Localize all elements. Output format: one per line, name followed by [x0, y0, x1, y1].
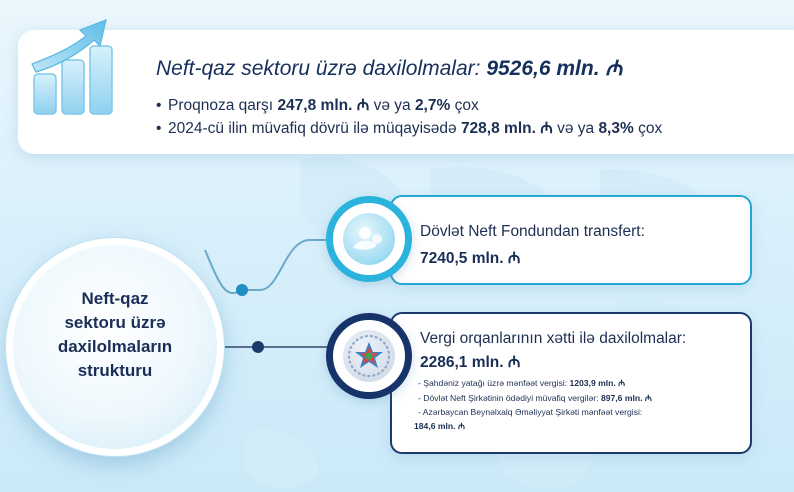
summary-comparison-line: • 2024-cü ilin müvafiq dövrü ilə müqayisə… — [156, 116, 662, 138]
oil-fund-icon — [353, 227, 382, 250]
forecast-percent: 2,7% — [414, 97, 451, 114]
comparison-suffix: çox — [633, 120, 663, 137]
oil-fund-transfer-value: 7240,5 mln. ₼ — [420, 250, 521, 267]
list-item: - Dövlət Neft Şirkətinin ödədiyi müvafiq… — [418, 392, 652, 404]
structure-title-line3: daxilolmaların — [57, 337, 173, 356]
growth-chart-icon — [31, 19, 113, 115]
tax-revenue-value: 2286,1 mln. ₼ — [420, 354, 521, 371]
summary-title-value: 9526,6 mln. ₼ — [486, 57, 623, 80]
list-item: - Şahdəniz yatağı üzrə mənfəət vergisi: … — [418, 377, 625, 389]
list-item: 184,6 mln. ₼ — [414, 420, 465, 432]
oil-fund-transfer-label: Dövlət Neft Fondundan transfert: — [420, 223, 645, 240]
list-item-label: - Dövlət Neft Şirkətinin ödədiyi müvafiq… — [418, 393, 601, 403]
summary-title: Neft-qaz sektoru üzrə daxilolmalar: 9526… — [156, 54, 786, 82]
structure-title-line1: Neft-qaz — [81, 289, 149, 308]
comparison-amount: 728,8 mln. ₼ — [460, 120, 553, 137]
bullet-icon: • — [156, 120, 162, 137]
summary-forecast-line: • Proqnoza qarşı 247,8 mln. ₼ və ya 2,7% … — [156, 93, 479, 115]
summary-title-label: Neft-qaz sektoru üzrə daxilolmalar: — [156, 57, 487, 80]
list-item-value: 897,6 mln. ₼ — [600, 393, 652, 403]
comparison-percent: 8,3% — [598, 120, 634, 137]
summary-card — [18, 30, 794, 154]
forecast-connector: və ya — [369, 97, 415, 114]
structure-title-line2: sektoru üzrə — [64, 313, 166, 332]
comparison-connector: və ya — [552, 120, 599, 137]
list-item-value: 184,6 mln. ₼ — [414, 421, 465, 431]
list-item-value: 1203,9 mln. ₼ — [569, 378, 626, 388]
tax-badge — [326, 313, 412, 399]
structure-title-line4: strukturu — [77, 361, 153, 380]
list-item-label: - Şahdəniz yatağı üzrə mənfəət vergisi: — [418, 378, 570, 388]
list-item: - Azərbaycan Beynəlxalq Əməliyyat Şirkət… — [418, 407, 642, 417]
tax-emblem-icon — [348, 335, 390, 377]
structure-circle — [6, 238, 224, 456]
tax-revenue-card: Vergi orqanlarının xətti ilə daxilolmala… — [390, 312, 752, 454]
oil-fund-transfer-card: Dövlət Neft Fondundan transfert: 7240,5 … — [390, 195, 752, 285]
comparison-label: 2024-cü ilin müvafiq dövrü ilə müqayisəd… — [168, 120, 461, 137]
bullet-icon: • — [156, 97, 162, 114]
oil-fund-badge — [326, 196, 412, 282]
forecast-suffix: çox — [450, 97, 479, 114]
list-item-label: - Azərbaycan Beynəlxalq Əməliyyat Şirkət… — [418, 407, 643, 417]
structure-title: Neft-qaz sektoru üzrə daxilolmaların str… — [20, 287, 210, 383]
forecast-amount: 247,8 mln. ₼ — [277, 97, 370, 114]
tax-revenue-label: Vergi orqanlarının xətti ilə daxilolmala… — [420, 330, 687, 347]
forecast-label: Proqnoza qarşı — [168, 97, 278, 114]
